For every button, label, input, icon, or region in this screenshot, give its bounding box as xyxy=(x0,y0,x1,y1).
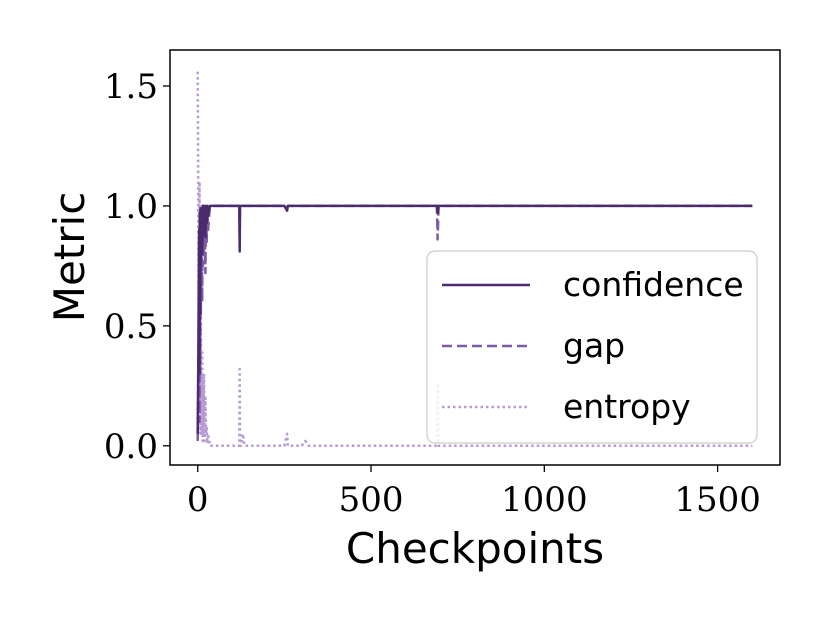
y-tick-label: 0.5 xyxy=(104,307,158,347)
y-tick-label: 0.0 xyxy=(104,427,158,467)
plot-frame xyxy=(169,49,781,466)
y-tick-label: 1.0 xyxy=(104,187,158,227)
x-axis-title: Checkpoints xyxy=(346,524,604,573)
y-tick-label: 1.5 xyxy=(104,67,158,107)
legend-label-entropy: entropy xyxy=(563,387,691,426)
x-tick-label: 1500 xyxy=(674,480,761,520)
x-tick-label: 1000 xyxy=(501,480,588,520)
series-layer xyxy=(196,71,753,448)
legend: confidence gap entropy xyxy=(426,250,758,444)
x-tick-label: 0 xyxy=(187,480,209,520)
legend-box xyxy=(426,250,758,444)
x-axis: 0 500 1000 1500 xyxy=(187,465,761,520)
x-tick-label: 500 xyxy=(339,480,404,520)
legend-label-gap: gap xyxy=(563,326,625,365)
legend-label-confidence: confidence xyxy=(563,265,744,304)
series-line-entropy xyxy=(196,71,753,448)
y-axis-title: Metric xyxy=(45,192,94,323)
y-axis: 0.0 0.5 1.0 1.5 xyxy=(104,67,170,467)
series-line-confidence xyxy=(196,204,753,434)
